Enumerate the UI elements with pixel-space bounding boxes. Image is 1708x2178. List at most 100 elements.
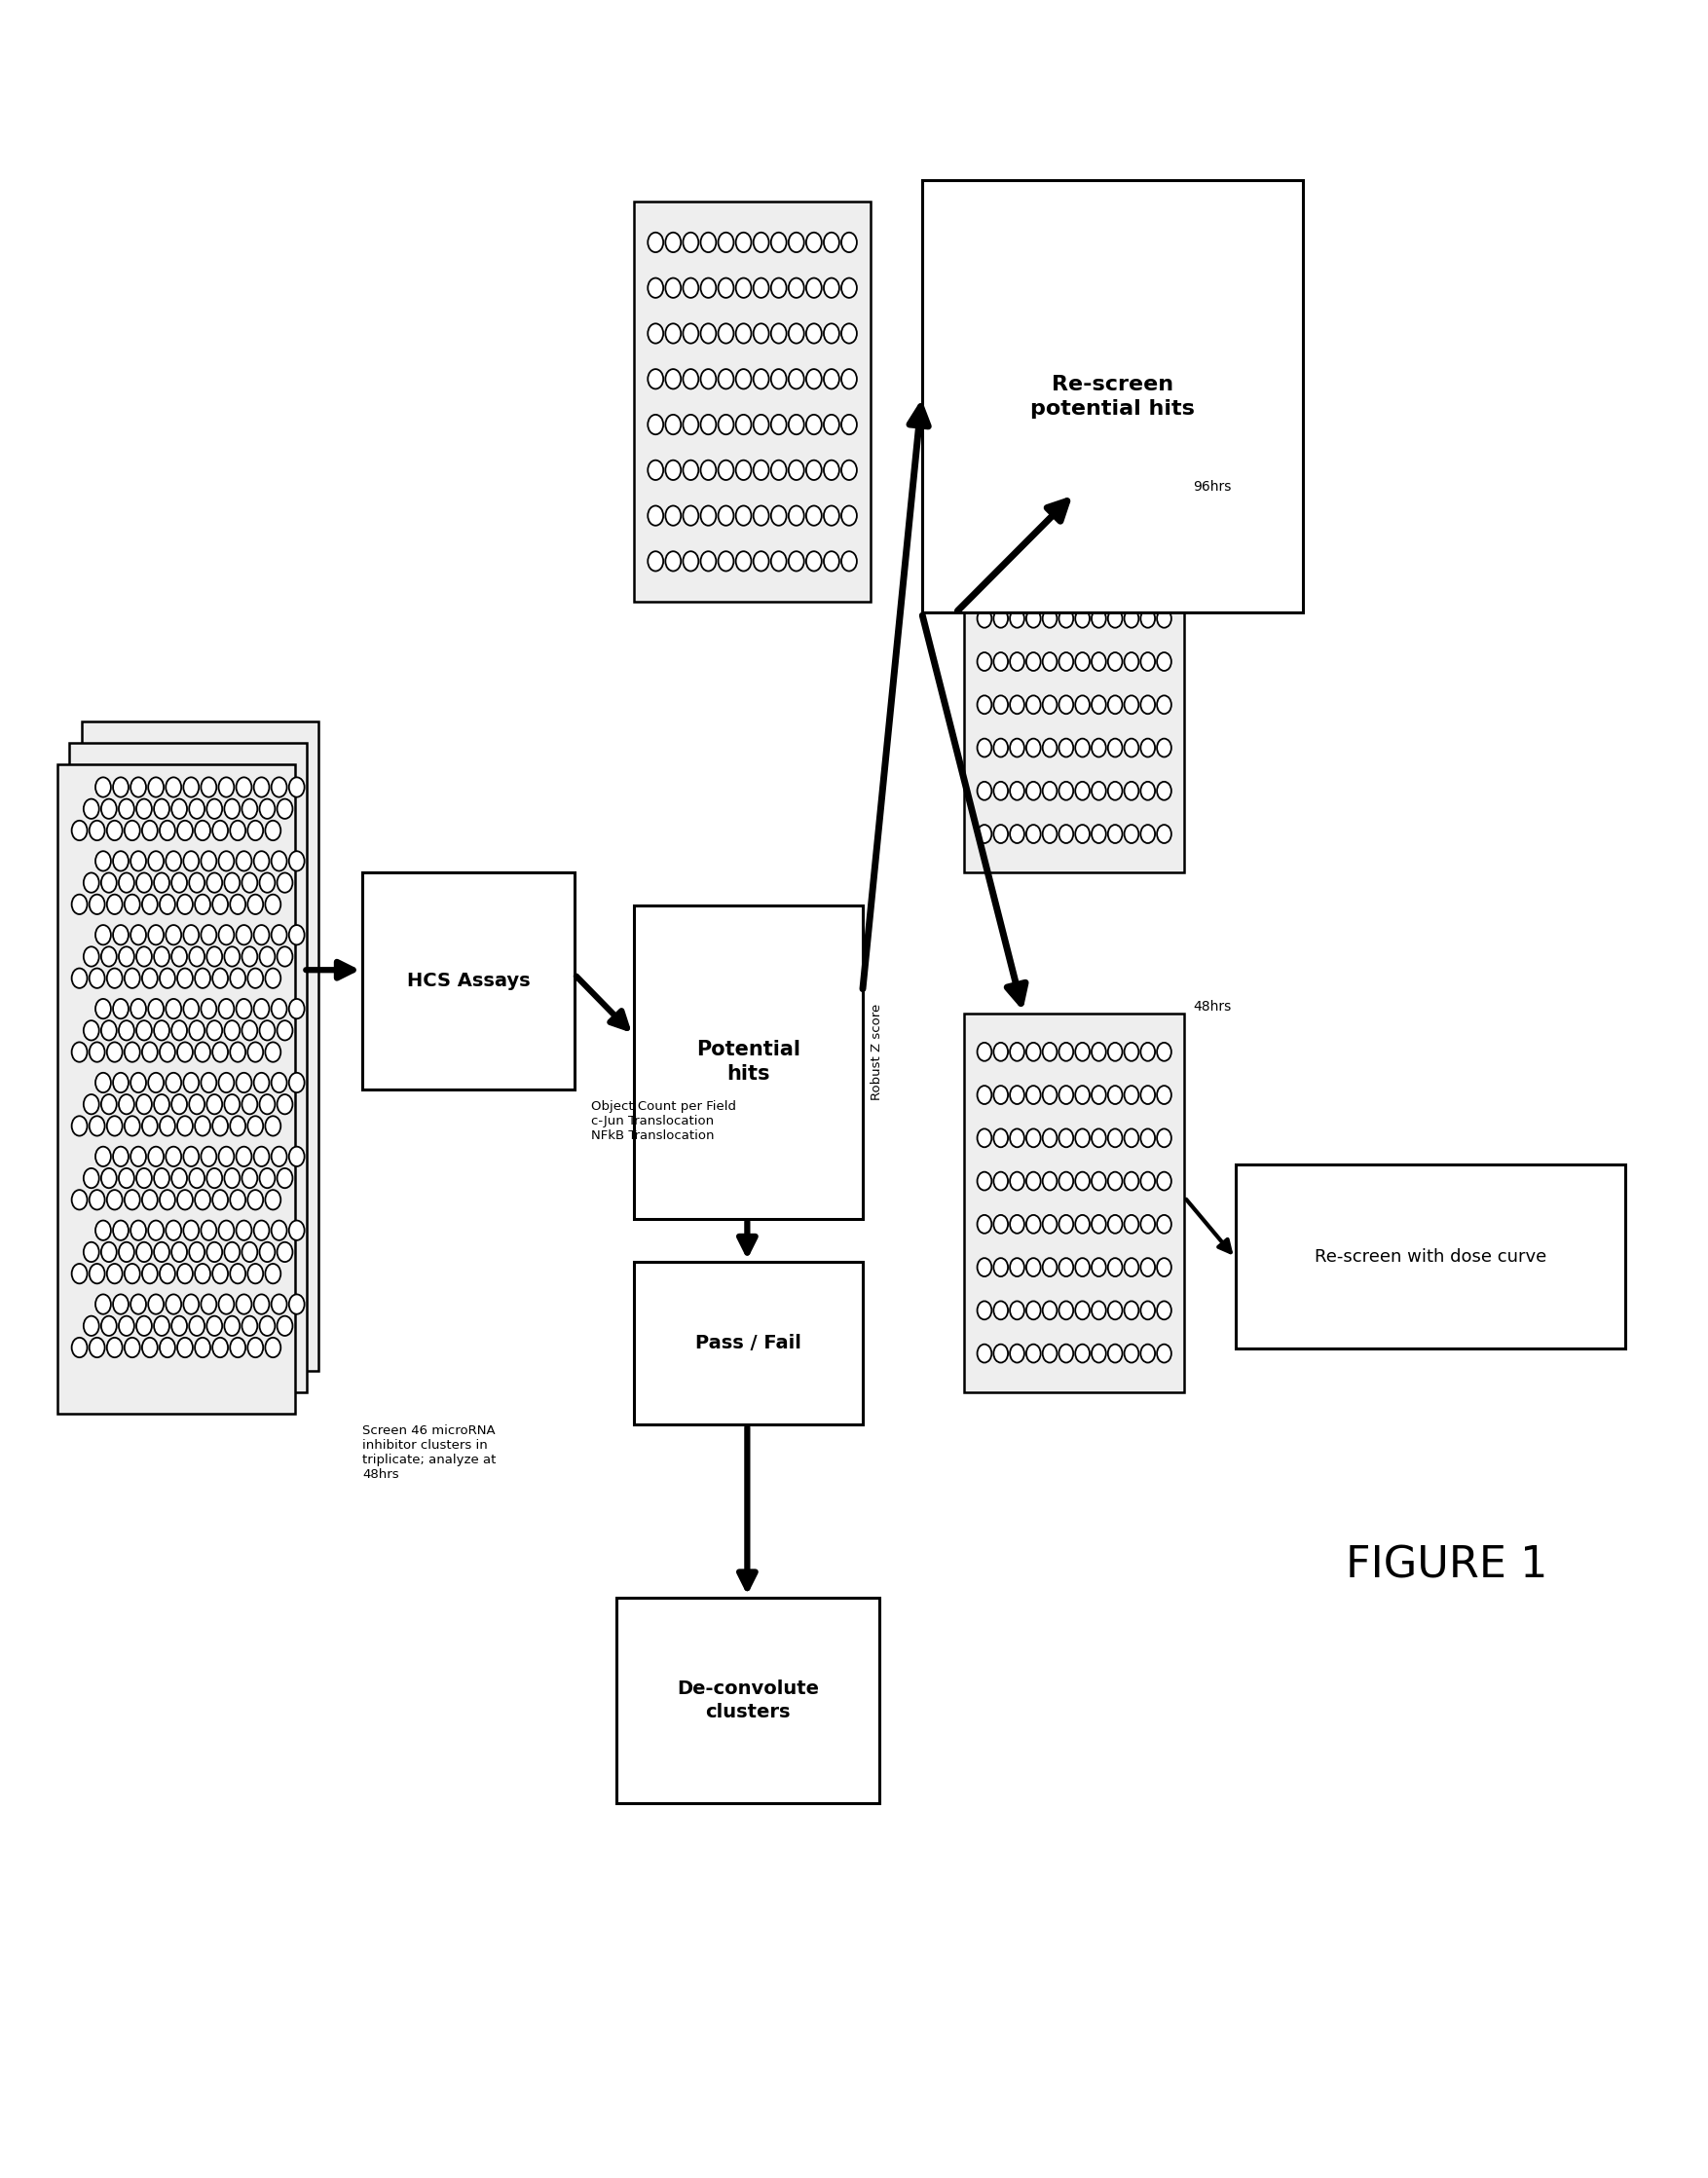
Circle shape (717, 325, 734, 344)
Circle shape (683, 460, 699, 479)
Circle shape (994, 566, 1008, 584)
Circle shape (1141, 566, 1155, 584)
Circle shape (1108, 782, 1122, 799)
Circle shape (260, 1093, 275, 1115)
Circle shape (1042, 1344, 1057, 1363)
Circle shape (1076, 610, 1090, 627)
Circle shape (289, 926, 304, 945)
Circle shape (647, 368, 663, 390)
Circle shape (224, 1167, 239, 1187)
Circle shape (190, 1241, 205, 1261)
Circle shape (683, 414, 699, 433)
Circle shape (1156, 523, 1172, 542)
Circle shape (1059, 1172, 1073, 1189)
Circle shape (1091, 1043, 1107, 1061)
Circle shape (736, 325, 752, 344)
Circle shape (1091, 695, 1107, 714)
Circle shape (647, 460, 663, 479)
Circle shape (195, 895, 210, 915)
Circle shape (977, 1259, 992, 1276)
Circle shape (977, 738, 992, 758)
Circle shape (137, 1316, 152, 1335)
Circle shape (248, 1337, 263, 1357)
Circle shape (142, 1263, 157, 1283)
Circle shape (254, 926, 270, 945)
Circle shape (195, 1189, 210, 1209)
Circle shape (736, 414, 752, 433)
Text: Pass / Fail: Pass / Fail (695, 1335, 801, 1353)
Circle shape (977, 1300, 992, 1320)
Circle shape (154, 1316, 169, 1335)
Circle shape (806, 551, 822, 571)
Circle shape (1156, 695, 1172, 714)
Circle shape (1124, 1087, 1139, 1104)
Circle shape (195, 1043, 210, 1063)
Circle shape (1141, 782, 1155, 799)
Circle shape (120, 1093, 135, 1115)
Circle shape (195, 821, 210, 841)
Circle shape (195, 1263, 210, 1283)
Circle shape (1027, 523, 1040, 542)
Circle shape (1059, 1300, 1073, 1320)
Circle shape (166, 1146, 181, 1167)
Circle shape (666, 368, 681, 390)
Circle shape (154, 799, 169, 819)
FancyBboxPatch shape (634, 906, 863, 1220)
Circle shape (231, 1043, 246, 1063)
Circle shape (277, 1167, 292, 1187)
Circle shape (113, 926, 128, 945)
Circle shape (183, 926, 198, 945)
Circle shape (753, 460, 769, 479)
Circle shape (994, 695, 1008, 714)
Circle shape (101, 947, 116, 967)
FancyBboxPatch shape (362, 873, 574, 1089)
Circle shape (977, 1344, 992, 1363)
Circle shape (736, 233, 752, 253)
Circle shape (231, 1115, 246, 1135)
Circle shape (159, 1043, 176, 1063)
Circle shape (1009, 1215, 1025, 1233)
Circle shape (84, 1093, 99, 1115)
Circle shape (1141, 1300, 1155, 1320)
Circle shape (142, 1189, 157, 1209)
Circle shape (120, 1167, 135, 1187)
Circle shape (1108, 1300, 1122, 1320)
Circle shape (736, 279, 752, 298)
Circle shape (977, 1087, 992, 1104)
Circle shape (125, 1043, 140, 1063)
Circle shape (101, 1241, 116, 1261)
Circle shape (1141, 610, 1155, 627)
Circle shape (717, 233, 734, 253)
Circle shape (224, 1093, 239, 1115)
Circle shape (666, 279, 681, 298)
Text: Object Count per Field
c-Jun Translocation
NFkB Translocation: Object Count per Field c-Jun Translocati… (591, 1100, 736, 1141)
Circle shape (272, 778, 287, 797)
Text: Re-screen with dose curve: Re-screen with dose curve (1313, 1248, 1546, 1265)
Circle shape (178, 969, 193, 989)
Circle shape (231, 821, 246, 841)
Circle shape (219, 1220, 234, 1239)
Circle shape (265, 895, 280, 915)
Circle shape (1009, 1128, 1025, 1148)
Circle shape (202, 926, 217, 945)
Circle shape (96, 1146, 111, 1167)
Circle shape (125, 821, 140, 841)
Text: HCS Assays: HCS Assays (407, 971, 529, 991)
Circle shape (154, 1093, 169, 1115)
Circle shape (260, 1167, 275, 1187)
Circle shape (1156, 1259, 1172, 1276)
Circle shape (231, 1337, 246, 1357)
Circle shape (823, 551, 839, 571)
Circle shape (101, 1021, 116, 1041)
Circle shape (1009, 523, 1025, 542)
Circle shape (72, 1189, 87, 1209)
Text: 48hrs: 48hrs (1192, 1000, 1231, 1013)
Circle shape (994, 610, 1008, 627)
Circle shape (789, 279, 804, 298)
Circle shape (1091, 1128, 1107, 1148)
Circle shape (1027, 653, 1040, 671)
FancyBboxPatch shape (1235, 1165, 1624, 1348)
Circle shape (254, 778, 270, 797)
Circle shape (1076, 1259, 1090, 1276)
Circle shape (248, 1043, 263, 1063)
